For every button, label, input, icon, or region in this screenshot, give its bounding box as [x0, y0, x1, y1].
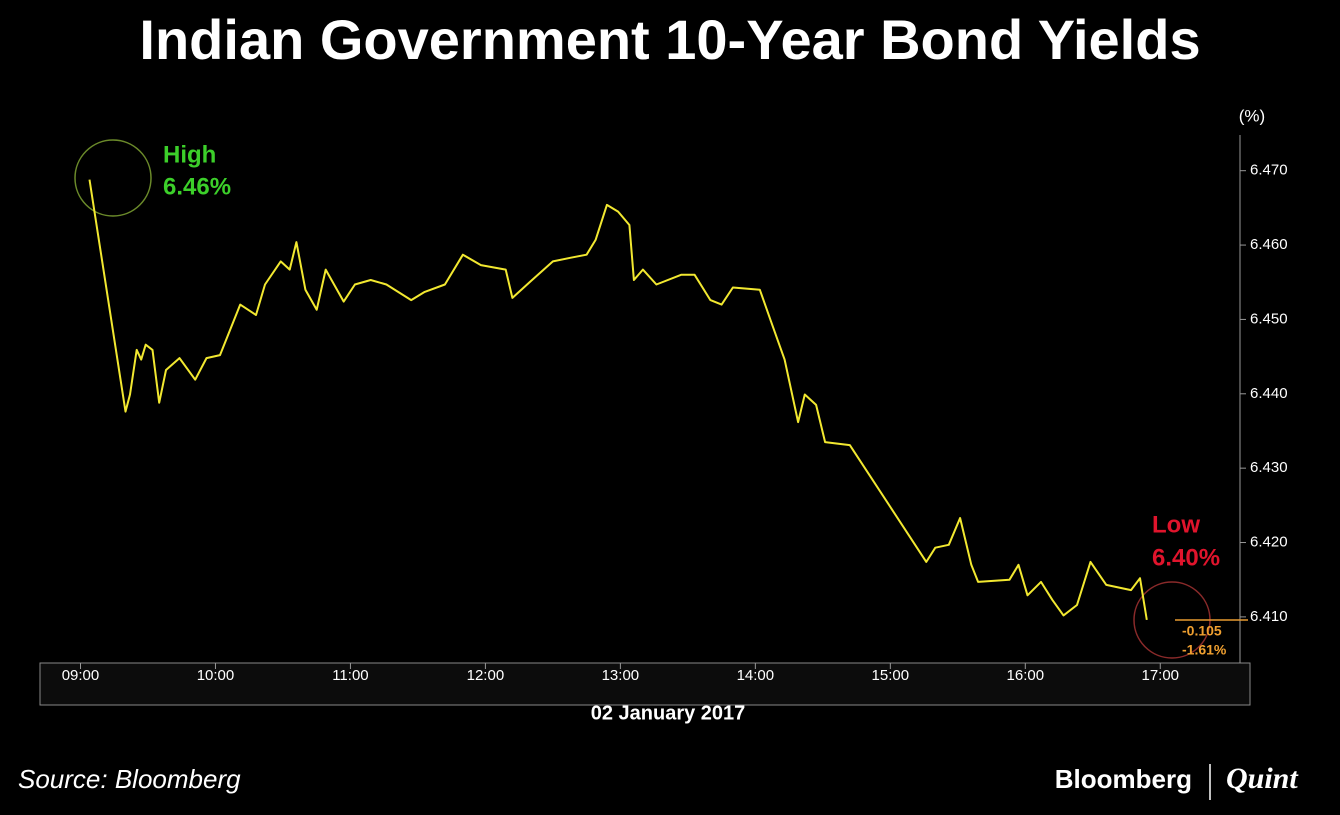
y-tick-label: 6.470 — [1250, 162, 1288, 179]
x-tick-label: 16:00 — [1007, 667, 1045, 684]
high-circle — [74, 139, 152, 217]
x-tick-label: 15:00 — [872, 667, 910, 684]
x-tick-label: 14:00 — [737, 667, 775, 684]
x-tick-label: 10:00 — [197, 667, 235, 684]
y-tick-label: 6.450 — [1250, 310, 1288, 327]
annotation: High — [163, 141, 216, 168]
y-tick-label: 6.460 — [1250, 236, 1288, 253]
annotation: 6.46% — [163, 173, 231, 200]
annotation: 6.40% — [1152, 544, 1220, 571]
chart-title: Indian Government 10-Year Bond Yields — [139, 8, 1200, 71]
source: Source: Bloomberg — [18, 764, 241, 794]
y-unit-label: (%) — [1239, 106, 1265, 125]
brand-quint: Quint — [1226, 762, 1299, 795]
annotation: -0.105 — [1182, 623, 1222, 639]
y-tick-label: 6.440 — [1250, 385, 1288, 402]
x-tick-label: 09:00 — [62, 667, 100, 684]
annotation: Low — [1152, 511, 1200, 538]
x-tick-label: 11:00 — [332, 667, 368, 684]
yield-line — [88, 179, 1148, 621]
x-tick-label: 12:00 — [467, 667, 505, 684]
x-axis-label: 02 January 2017 — [591, 702, 746, 724]
y-tick-label: 6.430 — [1250, 459, 1288, 476]
y-tick-label: 6.410 — [1250, 608, 1288, 625]
annotation: -1.61% — [1182, 642, 1227, 658]
x-tick-label: 17:00 — [1141, 667, 1179, 684]
x-axis-band — [39, 662, 1251, 706]
x-tick-label: 13:00 — [602, 667, 640, 684]
y-tick-label: 6.420 — [1250, 533, 1288, 550]
brand-bloomberg: Bloomberg — [1055, 764, 1192, 794]
